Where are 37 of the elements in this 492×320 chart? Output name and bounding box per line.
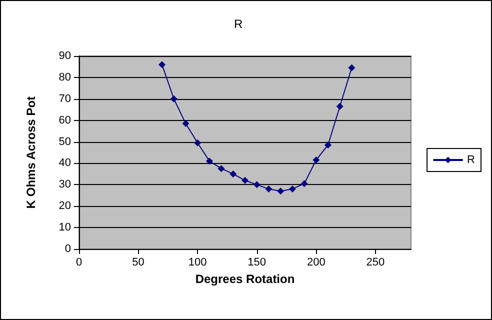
point: [348, 64, 356, 72]
point: [265, 185, 272, 192]
y-tick-label: 10: [58, 222, 71, 234]
y-tick-label: 30: [58, 178, 71, 191]
point: [312, 156, 320, 164]
x-tick-label: 50: [132, 256, 144, 268]
point: [218, 165, 225, 172]
point: [300, 180, 308, 188]
point: [242, 176, 248, 184]
x-tick-label: 200: [306, 256, 326, 268]
y-tick-label: 0: [64, 243, 71, 255]
x-tick-label: 250: [366, 256, 385, 268]
legend-label: R: [467, 154, 476, 166]
y-tick-label: 40: [58, 157, 71, 170]
point: [277, 188, 284, 195]
point: [253, 181, 260, 188]
point: [170, 95, 178, 102]
y-tick-label: 60: [58, 114, 71, 126]
y-tick-label: 50: [58, 136, 71, 148]
y-tick-label: 90: [58, 50, 71, 62]
x-tick-label: 100: [188, 256, 207, 268]
chart-title: R: [234, 17, 243, 31]
y-tick-label: 20: [58, 200, 71, 212]
y-tick-label: 80: [58, 71, 71, 84]
y-tick-label: 70: [58, 92, 71, 105]
point: [206, 158, 213, 165]
x-tick-label: 0: [76, 256, 82, 268]
point: [324, 141, 332, 148]
point: [288, 185, 296, 192]
point: [182, 120, 190, 128]
point: [194, 139, 202, 146]
point: [158, 61, 166, 68]
y-axis-title: K Ohms Across Pot: [24, 96, 38, 209]
point: [230, 170, 237, 178]
point: [336, 102, 344, 110]
x-tick-label: 150: [248, 256, 266, 268]
x-axis-title: Degrees Rotation: [195, 272, 295, 286]
